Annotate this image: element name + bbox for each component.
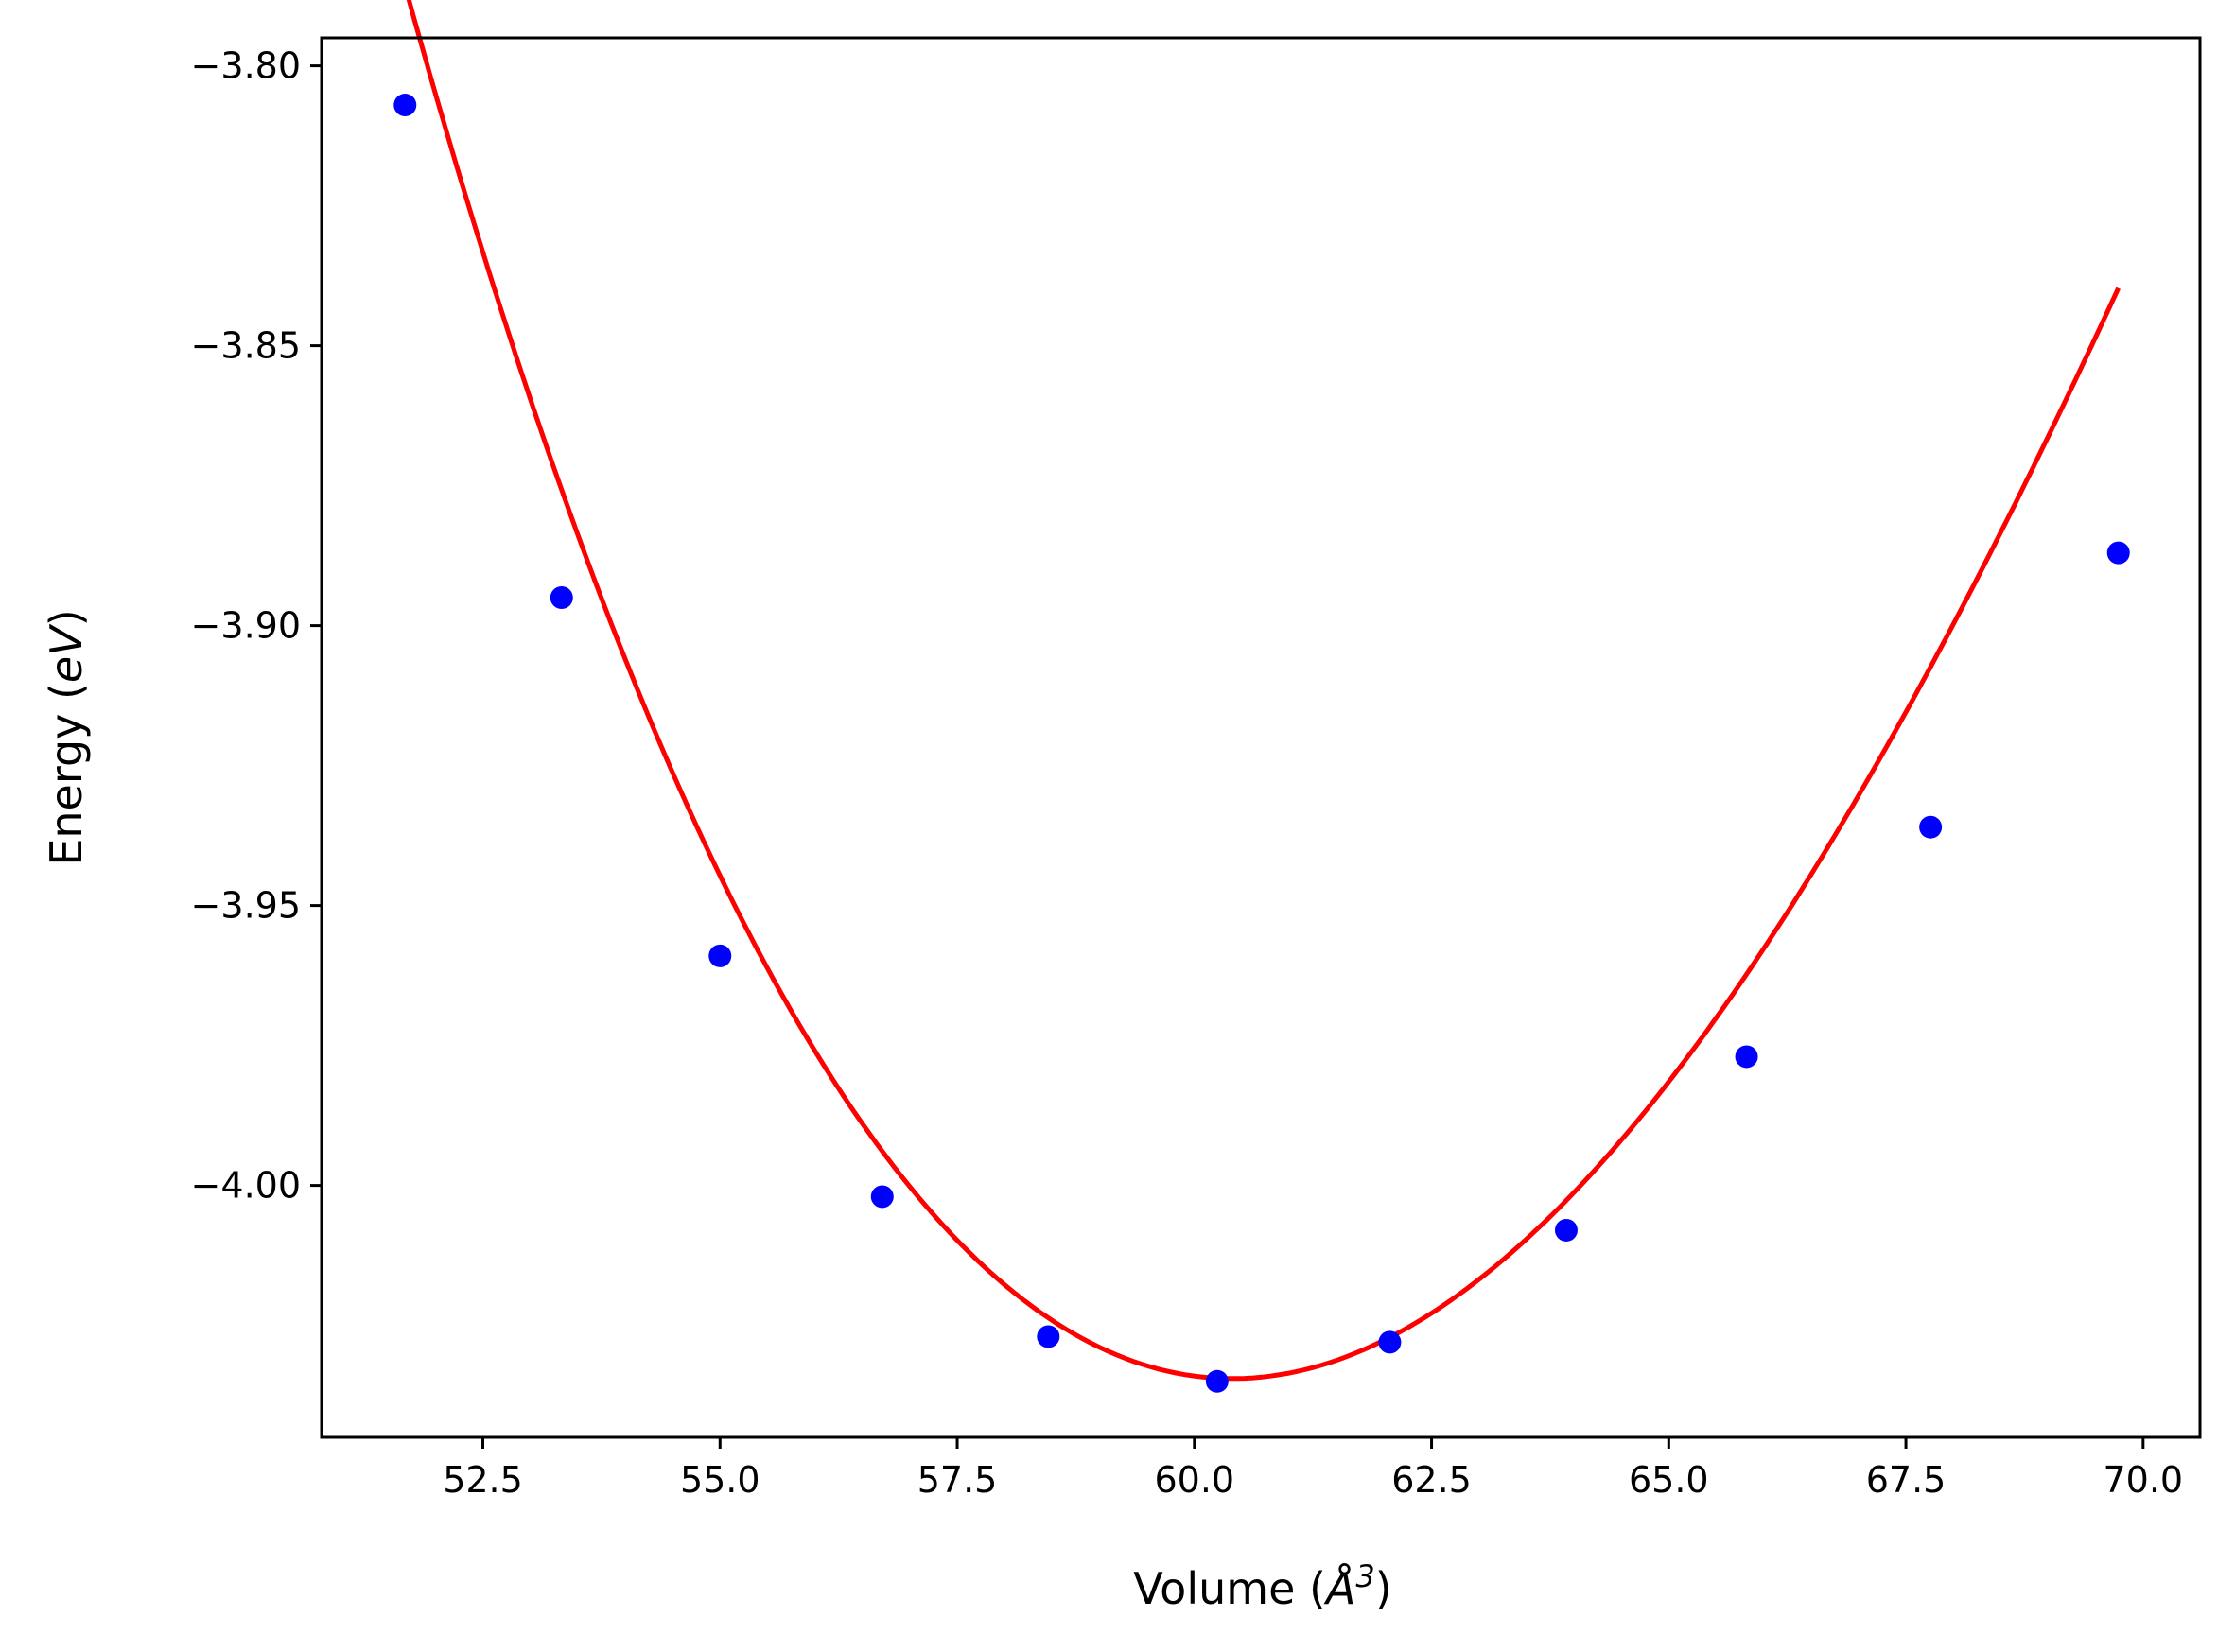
y-axis-ticks: −3.80 −3.85 −3.90 −3.95 −4.00 (191, 45, 322, 1207)
fit-curve (406, 0, 2121, 1382)
y-tick-label: −3.85 (191, 325, 301, 367)
data-points-layer (393, 94, 2130, 1393)
plot-frame (320, 36, 2202, 1439)
data-point (1735, 1045, 1758, 1069)
data-point (1919, 815, 1943, 839)
x-tick-label: 52.5 (443, 1459, 523, 1501)
fit-curve-layer (406, 0, 2121, 1382)
x-axis-label: Volume (Å3) (1133, 1558, 1391, 1614)
data-point (708, 944, 732, 967)
data-point (1378, 1330, 1402, 1354)
x-tick-label: 67.5 (1866, 1459, 1947, 1501)
x-tick-label: 70.0 (2104, 1459, 2184, 1501)
y-tick-label: −3.95 (191, 885, 301, 927)
x-tick-label: 57.5 (917, 1459, 998, 1501)
y-tick-label: −3.90 (191, 605, 301, 647)
x-tick-label: 62.5 (1391, 1459, 1472, 1501)
y-axis-label: Energy (eV) (41, 609, 92, 865)
data-point (870, 1185, 894, 1209)
data-point (1554, 1218, 1578, 1242)
y-tick-label: −3.80 (191, 45, 301, 87)
data-point (550, 586, 573, 609)
x-tick-label: 60.0 (1154, 1459, 1234, 1501)
x-tick-label: 55.0 (680, 1459, 760, 1501)
x-tick-label: 65.0 (1629, 1459, 1709, 1501)
data-point (1037, 1325, 1060, 1348)
y-tick-label: −4.00 (191, 1165, 301, 1207)
data-point (1205, 1369, 1229, 1393)
data-point (393, 94, 417, 117)
x-axis-ticks: 52.5 55.0 57.5 60.0 62.5 65.0 67.5 70.0 (443, 1437, 2183, 1501)
data-point (2106, 541, 2130, 565)
